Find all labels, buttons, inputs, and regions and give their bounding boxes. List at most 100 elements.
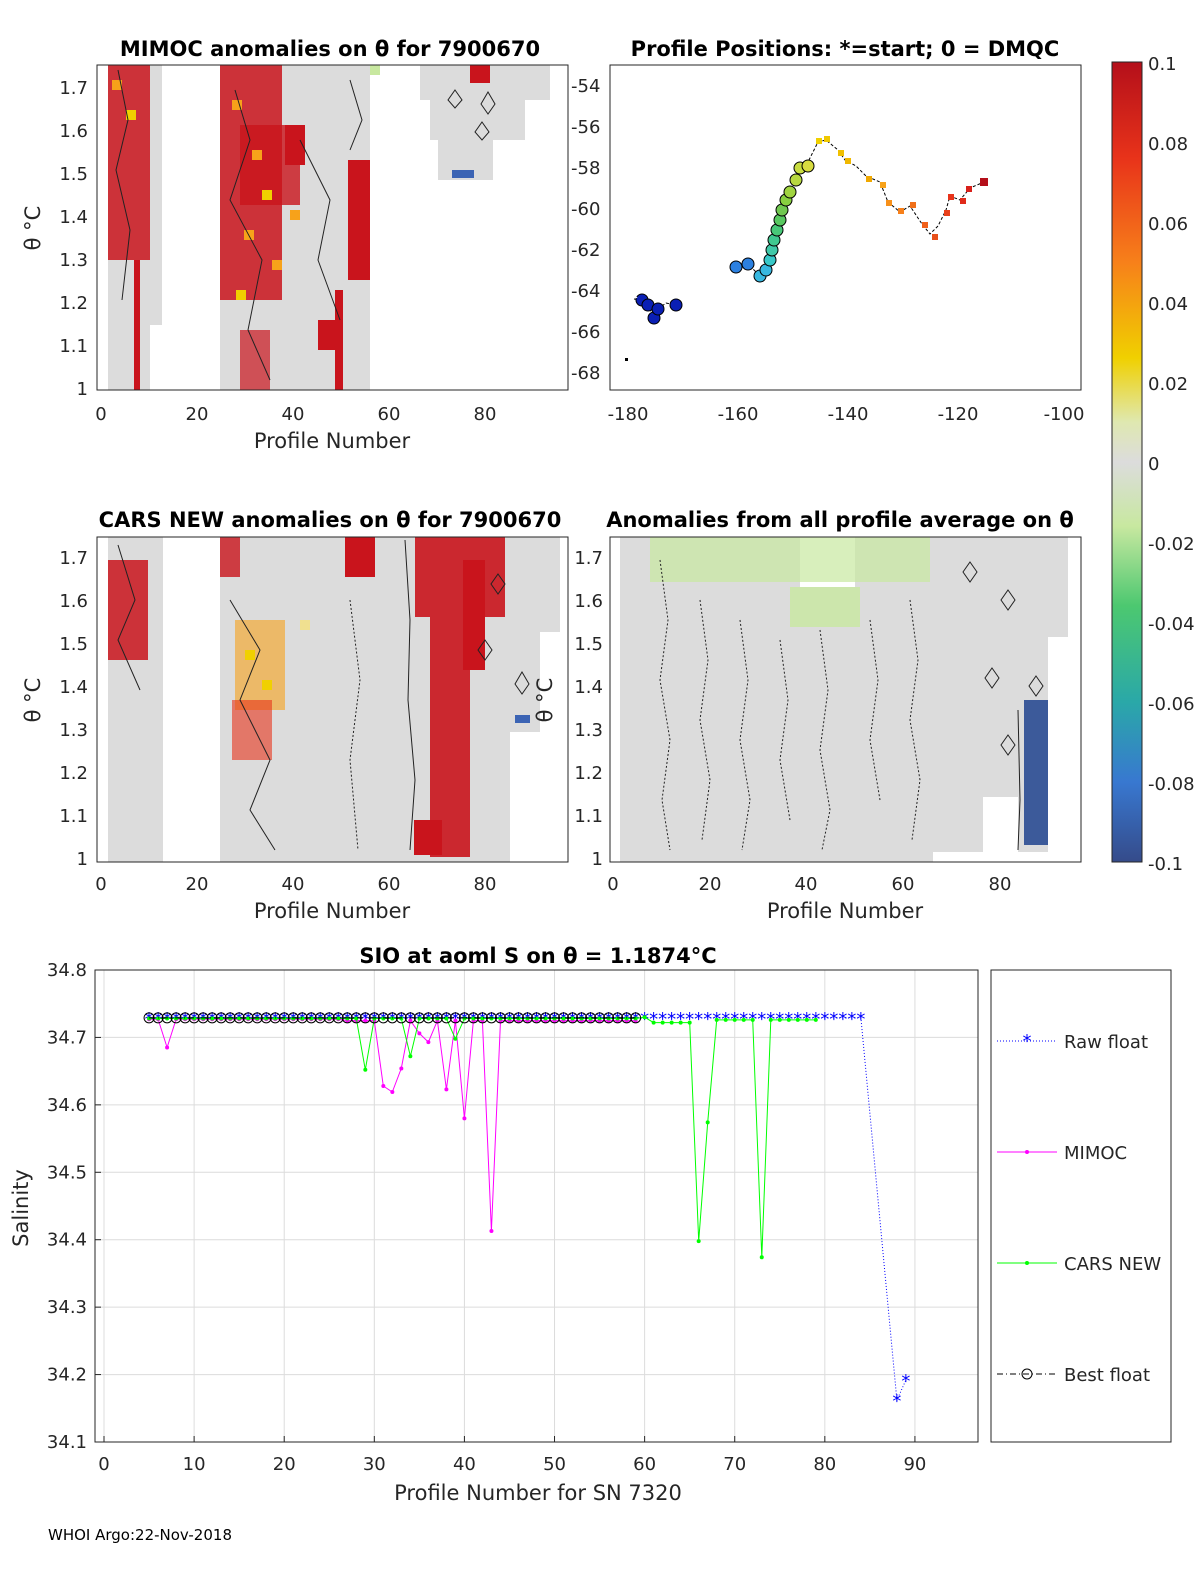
data-point: *	[676, 1009, 685, 1030]
colorbar-tick: -0.1	[1148, 854, 1183, 875]
cars-ytick: 1.5	[59, 634, 88, 655]
positions-xtick: -100	[1044, 404, 1085, 425]
legend-label: Best float	[1064, 1365, 1150, 1386]
cars-ytick: 1	[77, 849, 88, 870]
data-point	[449, 1012, 461, 1024]
data-point	[233, 1012, 245, 1024]
data-point	[372, 1016, 377, 1021]
data-point	[741, 1017, 746, 1022]
x-tick-label: 70	[723, 1454, 746, 1475]
data-point	[179, 1012, 191, 1024]
mimoc-ytick: 1	[77, 379, 88, 400]
salinity-gridlines	[95, 969, 978, 1443]
positions-ytick: -54	[571, 76, 600, 97]
data-point	[585, 1012, 597, 1024]
data-point	[417, 1016, 422, 1021]
data-point	[165, 1016, 170, 1021]
positions-ytick: -62	[571, 240, 600, 261]
data-point	[678, 1020, 683, 1025]
data-point	[206, 1012, 218, 1024]
allavg-ylabel: θ °C	[533, 678, 557, 723]
allavg-xticks: 0 20 40 60 80	[607, 874, 1011, 895]
allavg-ytick: 1.7	[574, 548, 603, 569]
positions-ytick: -60	[571, 199, 600, 220]
x-tick-label: 40	[453, 1454, 476, 1475]
data-point	[476, 1012, 488, 1024]
allavg-ytick: 1	[592, 849, 603, 870]
y-tick-label: 34.4	[47, 1230, 87, 1251]
cars-xtick: 20	[186, 874, 209, 895]
mimoc-xlabel: Profile Number	[254, 429, 411, 453]
data-point	[251, 1012, 263, 1024]
allavg-axes-frame	[609, 536, 1082, 863]
allavg-xtick: 0	[607, 874, 618, 895]
data-point	[732, 1017, 737, 1022]
data-point	[777, 1017, 782, 1022]
mimoc-axes-frame	[96, 64, 569, 391]
data-point	[377, 1012, 389, 1024]
mimoc-ytick: 1.6	[59, 121, 88, 142]
series-line	[149, 1017, 907, 1403]
positions-xtick: -180	[608, 404, 649, 425]
data-point	[228, 1016, 233, 1021]
data-point	[255, 1016, 260, 1021]
data-point	[705, 1120, 710, 1125]
data-point	[603, 1012, 615, 1024]
data-point	[606, 1016, 611, 1021]
cars-ytick: 1.6	[59, 591, 88, 612]
data-point	[567, 1012, 579, 1024]
allavg-xtick: 80	[989, 874, 1012, 895]
data-point	[534, 1016, 539, 1021]
data-point	[332, 1012, 344, 1024]
colorbar-gradient	[1111, 61, 1143, 863]
positions-title: Profile Positions: *=start; 0 = DMQC	[631, 37, 1060, 61]
data-point	[525, 1016, 530, 1021]
cars-xtick: 60	[378, 874, 401, 895]
data-point	[188, 1012, 200, 1024]
data-point	[363, 1067, 368, 1072]
data-point	[521, 1012, 533, 1024]
data-point: *	[694, 1009, 703, 1030]
data-point	[273, 1016, 278, 1021]
data-point	[570, 1016, 575, 1021]
cars-xtick: 0	[95, 874, 106, 895]
data-point	[558, 1012, 570, 1024]
data-point	[494, 1012, 506, 1024]
data-point	[462, 1016, 467, 1021]
data-point	[576, 1012, 588, 1024]
allavg-xtick: 60	[892, 874, 915, 895]
data-point	[323, 1012, 335, 1024]
positions-axes-frame	[609, 64, 1082, 391]
mimoc-xticks: 0 20 40 60 80	[95, 404, 496, 425]
cars-ytick: 1.2	[59, 763, 88, 784]
data-point	[152, 1012, 164, 1024]
data-point	[282, 1016, 287, 1021]
data-point	[174, 1016, 179, 1021]
data-point: *	[892, 1391, 901, 1412]
data-point: *	[847, 1009, 856, 1030]
data-point	[305, 1012, 317, 1024]
colorbar-tick: -0.08	[1148, 774, 1195, 795]
cars-xlabel: Profile Number	[254, 899, 411, 923]
mimoc-heatmap	[108, 65, 550, 390]
data-point	[750, 1017, 755, 1022]
data-point	[714, 1017, 719, 1022]
y-tick-label: 34.5	[47, 1162, 87, 1183]
data-point	[386, 1012, 398, 1024]
series-raw-float: ****************************************…	[145, 1009, 911, 1412]
positions-xtick: -160	[718, 404, 759, 425]
legend-item-raw-float: * Raw float	[997, 1031, 1148, 1053]
colorbar-tick: -0.06	[1148, 694, 1195, 715]
y-tick-label: 34.3	[47, 1297, 87, 1318]
mimoc-xtick: 60	[378, 404, 401, 425]
data-point	[242, 1012, 254, 1024]
data-point	[408, 1054, 413, 1059]
data-point	[594, 1012, 606, 1024]
data-point	[804, 1017, 809, 1022]
colorbar-tick: 0.08	[1148, 134, 1188, 155]
data-point	[363, 1018, 368, 1023]
data-point	[264, 1016, 269, 1021]
data-point	[350, 1012, 362, 1024]
allavg-xtick: 20	[699, 874, 722, 895]
